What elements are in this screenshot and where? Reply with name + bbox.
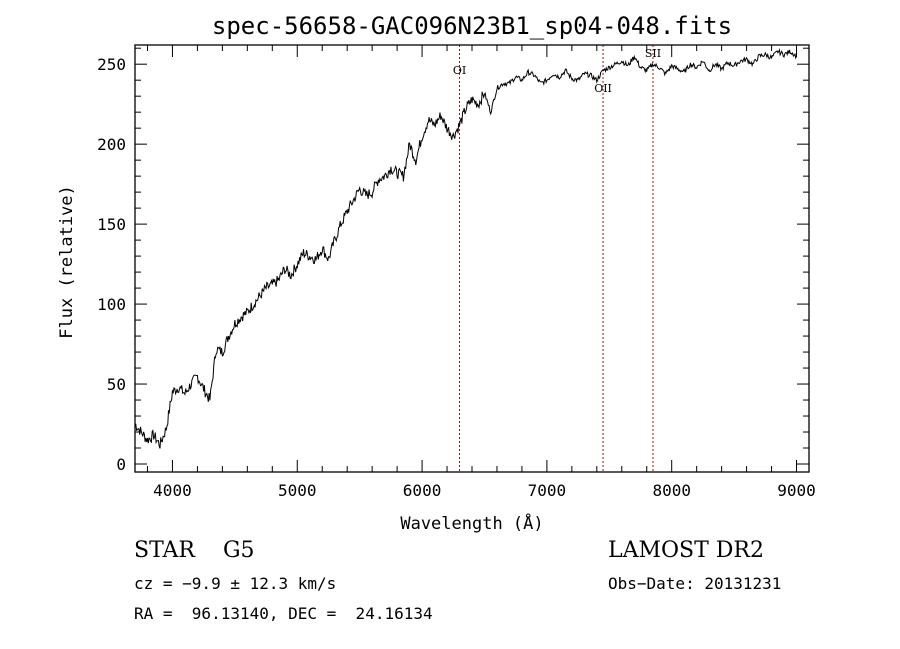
spectral-line-markers: OI OII SII — [453, 45, 661, 472]
spectrum-series — [134, 48, 797, 449]
spectral-line-label: SII — [645, 47, 661, 60]
survey-label: LAMOST DR2 — [608, 538, 764, 563]
plot-frame — [134, 44, 810, 473]
x-tick-label: 4000 — [153, 481, 192, 500]
spectral-line-label: OI — [453, 64, 466, 77]
y-tick-label: 200 — [97, 135, 126, 154]
chart-title: spec-56658-GAC096N23B1_sp04-048.fits — [212, 12, 732, 40]
y-axis-ticks: 0 50 100 150 200 250 — [97, 47, 809, 474]
y-tick-label: 150 — [97, 215, 126, 234]
obs-date-label: Obs−Date: 20131231 — [608, 574, 782, 593]
y-tick-label: 100 — [97, 295, 126, 314]
spectrum-line — [134, 48, 797, 449]
redshift-label: cz = −9.9 ± 12.3 km/s — [134, 574, 337, 593]
x-tick-label: 9000 — [777, 481, 816, 500]
x-tick-label: 5000 — [278, 481, 317, 500]
y-tick-label: 250 — [97, 55, 126, 74]
x-tick-label: 6000 — [403, 481, 442, 500]
y-axis-label: Flux (relative) — [57, 185, 77, 339]
x-tick-label: 7000 — [528, 481, 567, 500]
y-tick-label: 50 — [107, 375, 126, 394]
spectral-line-label: OII — [594, 82, 612, 95]
x-axis-label: Wavelength (Å) — [400, 512, 543, 534]
x-axis-ticks: 4000 5000 6000 7000 8000 9000 — [146, 45, 816, 500]
coordinates-label: RA = 96.13140, DEC = 24.16134 — [134, 604, 433, 623]
classification-label: STAR G5 — [134, 538, 255, 563]
x-tick-label: 8000 — [652, 481, 691, 500]
y-tick-label: 0 — [116, 455, 126, 474]
